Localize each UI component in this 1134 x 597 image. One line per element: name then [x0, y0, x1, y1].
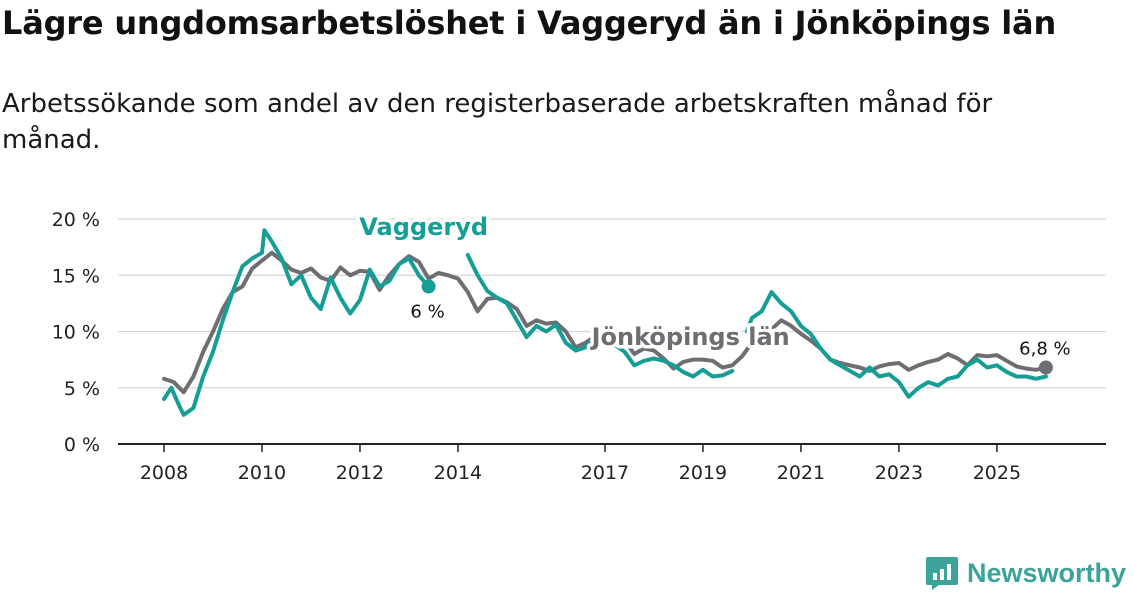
- x-tick-label: 2014: [434, 462, 482, 484]
- newsworthy-icon: [925, 557, 958, 590]
- end-point-marker: [421, 279, 436, 294]
- series-label: Vaggeryd: [359, 213, 488, 241]
- end-point-marker: [1038, 360, 1053, 375]
- series-line-vaggeryd: [162, 228, 431, 417]
- y-tick-label: 20 %: [52, 209, 100, 231]
- series-line-vaggeryd: [465, 253, 735, 379]
- end-value-label: 6,8 %: [1019, 339, 1070, 360]
- y-tick-label: 0 %: [64, 434, 100, 456]
- brand-name: Newsworthy: [966, 557, 1126, 588]
- x-tick-label: 2025: [973, 462, 1021, 484]
- chart-title: Lägre ungdomsarbetslöshet i Vaggeryd än …: [2, 4, 1057, 42]
- x-tick-label: 2012: [336, 462, 384, 484]
- brand-logo: Newsworthy: [925, 555, 1126, 591]
- y-tick-label: 10 %: [52, 322, 100, 344]
- x-tick-label: 2010: [238, 462, 286, 484]
- x-tick-label: 2017: [581, 462, 629, 484]
- x-tick-label: 2021: [777, 462, 825, 484]
- y-tick-label: 15 %: [52, 265, 100, 287]
- series-label: Jönköpings län: [590, 323, 790, 351]
- series-label-halo: Jönköpings län: [590, 323, 790, 351]
- y-tick-label: 5 %: [64, 378, 100, 400]
- end-value-label: 6 %: [410, 302, 444, 323]
- chart-subtitle: Arbetssökande som andel av den registerb…: [2, 89, 993, 155]
- x-tick-label: 2019: [679, 462, 727, 484]
- x-tick-label: 2023: [875, 462, 923, 484]
- series-label-halo: Vaggeryd: [359, 213, 488, 241]
- series-line-vaggeryd: [745, 290, 1048, 399]
- x-tick-label: 2008: [140, 462, 188, 484]
